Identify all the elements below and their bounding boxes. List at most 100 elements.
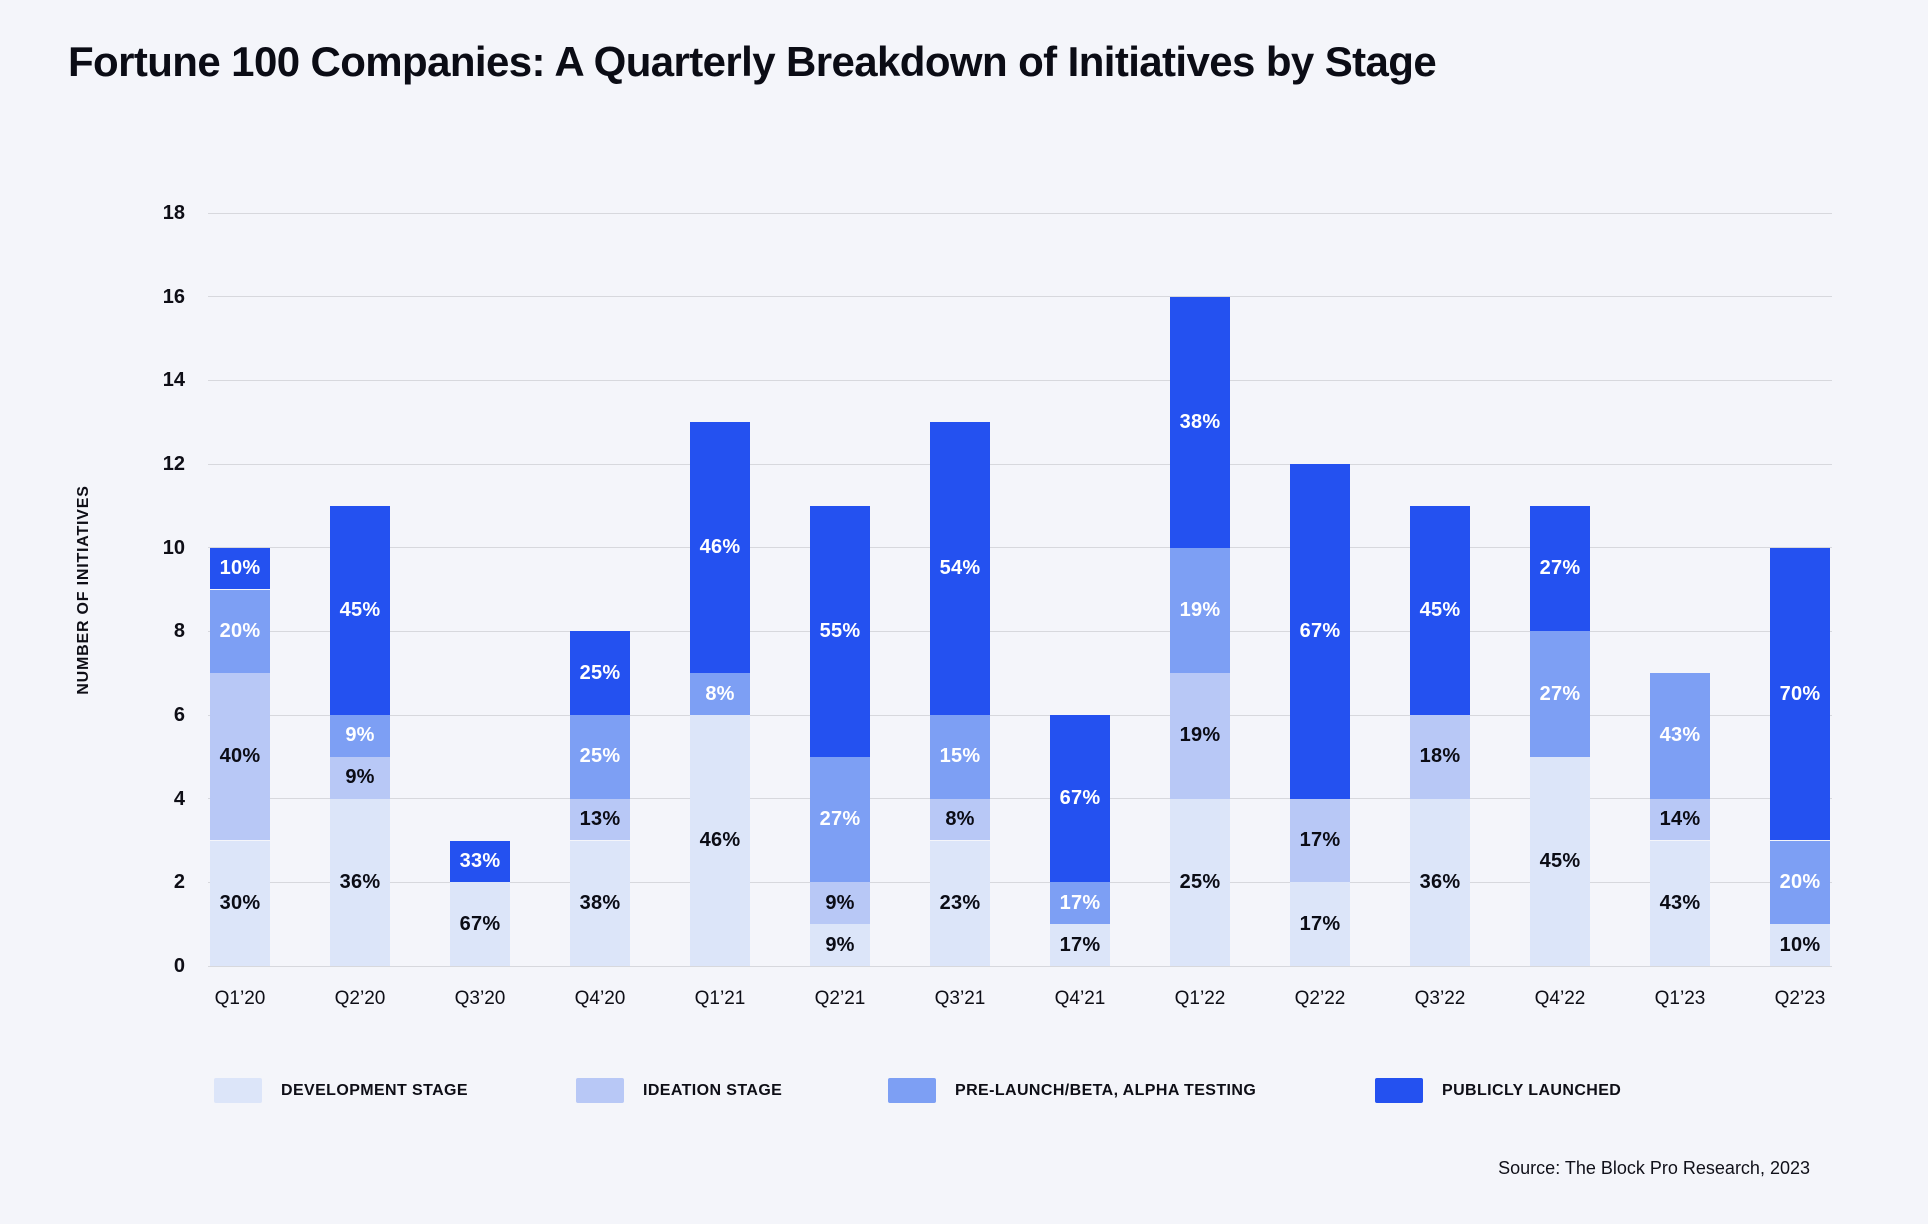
segment-percent-label: 17% xyxy=(1299,912,1341,935)
grid-line xyxy=(208,630,1832,632)
bar-segment: 25% xyxy=(1170,798,1230,966)
legend-item-publicly-launched: PUBLICLY LAUNCHED xyxy=(1375,1078,1621,1103)
bar-segment: 46% xyxy=(690,715,750,966)
x-tick-label: Q4’20 xyxy=(574,988,626,1009)
segment-percent-label: 18% xyxy=(1419,745,1461,768)
segment-percent-label: 45% xyxy=(339,598,381,621)
y-tick-label: 6 xyxy=(173,704,185,726)
y-axis-title: NUMBER OF INITIATIVES xyxy=(75,485,92,695)
segment-percent-label: 30% xyxy=(219,891,261,914)
bar-segment: 17% xyxy=(1290,882,1350,966)
bar-segment: 8% xyxy=(690,673,750,715)
bar-segment: 43% xyxy=(1650,673,1710,799)
bar-segment: 45% xyxy=(1530,756,1590,966)
y-tick-label: 14 xyxy=(162,369,185,392)
segment-percent-label: 9% xyxy=(825,891,855,914)
bar-segment: 25% xyxy=(570,715,630,799)
bar-segment: 55% xyxy=(810,505,870,757)
x-tick-label: Q3’21 xyxy=(934,988,986,1009)
segment-percent-label: 13% xyxy=(579,808,621,831)
bar-segment: 45% xyxy=(1410,505,1470,715)
x-tick-label: Q1’22 xyxy=(1174,988,1226,1009)
segment-percent-label: 17% xyxy=(1299,828,1341,851)
segment-percent-label: 25% xyxy=(579,745,621,768)
segment-percent-label: 67% xyxy=(1299,619,1341,642)
bar-segment: 15% xyxy=(930,715,990,799)
segment-percent-label: 9% xyxy=(345,724,375,747)
development-stage-swatch xyxy=(214,1078,262,1103)
bar-segment: 14% xyxy=(1650,798,1710,841)
segment-percent-label: 45% xyxy=(1539,849,1581,872)
legend-item-development-stage: DEVELOPMENT STAGE xyxy=(214,1078,468,1103)
segment-percent-label: 46% xyxy=(699,536,741,559)
y-tick-label: 8 xyxy=(173,620,185,643)
segment-percent-label: 36% xyxy=(339,870,381,893)
bar-segment: 27% xyxy=(810,756,870,883)
bar-segment: 67% xyxy=(1050,715,1110,883)
bar-segment: 40% xyxy=(210,673,270,841)
segment-percent-label: 38% xyxy=(579,891,621,914)
segment-percent-label: 70% xyxy=(1779,682,1821,705)
grid-line xyxy=(208,965,1832,967)
bar-segment: 27% xyxy=(1530,631,1590,757)
bar-segment: 9% xyxy=(330,756,390,799)
bar-segment: 17% xyxy=(1050,882,1110,925)
segment-percent-label: 17% xyxy=(1059,891,1101,914)
y-tick-label: 0 xyxy=(173,955,185,977)
x-tick-label: Q2’23 xyxy=(1774,988,1826,1009)
segment-percent-label: 17% xyxy=(1059,933,1101,956)
segment-percent-label: 20% xyxy=(219,619,261,642)
bar-segment: 36% xyxy=(1410,798,1470,966)
bar-segment: 46% xyxy=(690,422,750,674)
legend-item-ideation-stage: IDEATION STAGE xyxy=(576,1078,782,1103)
segment-percent-label: 33% xyxy=(459,849,501,872)
segment-percent-label: 67% xyxy=(459,912,501,935)
segment-percent-label: 45% xyxy=(1419,598,1461,621)
segment-percent-label: 19% xyxy=(1179,598,1221,621)
bar-segment: 18% xyxy=(1410,715,1470,799)
segment-percent-label: 15% xyxy=(939,745,981,768)
bar-segment: 27% xyxy=(1530,505,1590,632)
segment-percent-label: 8% xyxy=(945,808,975,831)
legend-item-pre-launch: PRE-LAUNCH/BETA, ALPHA TESTING xyxy=(888,1078,1256,1103)
bar-segment: 70% xyxy=(1770,547,1830,841)
bar-segment: 36% xyxy=(330,798,390,966)
grid-line xyxy=(208,296,1832,298)
grid-line xyxy=(208,714,1832,716)
pre-launch-swatch xyxy=(888,1078,936,1103)
segment-percent-label: 27% xyxy=(1539,682,1581,705)
segment-percent-label: 36% xyxy=(1419,870,1461,893)
bar-segment: 8% xyxy=(930,798,990,841)
bar-segment: 10% xyxy=(1770,924,1830,966)
x-tick-label: Q2’21 xyxy=(814,988,866,1009)
ideation-stage-swatch xyxy=(576,1078,624,1103)
grid-line xyxy=(208,547,1832,549)
segment-percent-label: 25% xyxy=(1179,870,1221,893)
y-tick-label: 12 xyxy=(162,453,185,475)
bar-segment: 17% xyxy=(1290,798,1350,883)
bar-segment: 17% xyxy=(1050,924,1110,966)
bar-segment: 54% xyxy=(930,422,990,715)
x-tick-label: Q4’21 xyxy=(1054,988,1106,1009)
y-tick-label: 2 xyxy=(173,871,185,894)
bar-segment: 9% xyxy=(810,882,870,925)
bar-segment: 23% xyxy=(930,840,990,966)
segment-percent-label: 9% xyxy=(825,933,855,956)
legend-label: DEVELOPMENT STAGE xyxy=(281,1082,468,1099)
publicly-launched-swatch xyxy=(1375,1078,1423,1103)
bar-segment: 9% xyxy=(810,924,870,966)
x-tick-label: Q3’20 xyxy=(454,988,506,1009)
legend-label: PRE-LAUNCH/BETA, ALPHA TESTING xyxy=(955,1082,1257,1099)
x-tick-label: Q2’22 xyxy=(1294,988,1346,1009)
y-tick-label: 4 xyxy=(173,787,185,810)
segment-percent-label: 55% xyxy=(819,619,861,642)
grid-line xyxy=(208,463,1832,465)
bar-segment: 13% xyxy=(570,798,630,841)
bar-segment: 67% xyxy=(450,882,510,966)
bar-segment: 19% xyxy=(1170,673,1230,799)
x-tick-label: Q4’22 xyxy=(1534,988,1586,1009)
segment-percent-label: 8% xyxy=(705,682,735,705)
segment-percent-label: 19% xyxy=(1179,724,1221,747)
x-tick-label: Q2’20 xyxy=(334,988,386,1009)
legend-label: PUBLICLY LAUNCHED xyxy=(1442,1082,1622,1099)
